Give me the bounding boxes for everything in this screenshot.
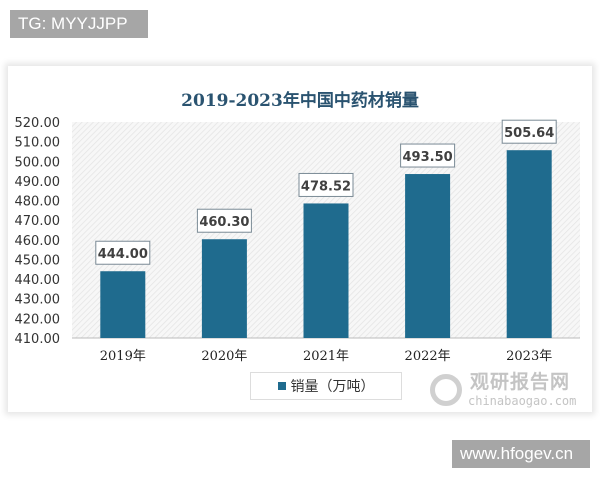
value-label-box bbox=[95, 240, 151, 265]
legend: 销量（万吨） bbox=[250, 372, 402, 400]
y-tick-label: 410.00 bbox=[15, 332, 61, 347]
bar bbox=[201, 239, 247, 338]
legend-label: 销量（万吨） bbox=[290, 379, 375, 395]
x-tick-label: 2019年 bbox=[100, 349, 146, 364]
y-tick-label: 440.00 bbox=[15, 273, 61, 288]
x-tick-label: 2022年 bbox=[405, 349, 451, 364]
top-tag-label: TG: MYYJJPP bbox=[10, 10, 148, 38]
x-tick-label: 2023年 bbox=[506, 349, 552, 364]
y-tick-label: 520.00 bbox=[15, 116, 61, 131]
y-tick-label: 470.00 bbox=[15, 214, 61, 229]
value-label: 478.52 bbox=[301, 179, 351, 194]
watermark-logo-icon bbox=[430, 374, 462, 406]
y-tick-label: 450.00 bbox=[15, 253, 61, 268]
value-label: 505.64 bbox=[504, 126, 554, 141]
watermark-cn: 观研报告网 bbox=[470, 371, 571, 393]
y-tick-label: 500.00 bbox=[15, 155, 61, 170]
legend-swatch bbox=[277, 382, 286, 390]
value-label: 460.30 bbox=[199, 215, 249, 230]
value-label-box bbox=[501, 119, 557, 144]
x-tick-label: 2021年 bbox=[303, 349, 349, 364]
bar bbox=[506, 150, 552, 338]
y-tick-label: 460.00 bbox=[15, 234, 61, 249]
value-label: 444.00 bbox=[98, 247, 148, 262]
bar bbox=[100, 271, 146, 338]
y-tick-label: 480.00 bbox=[15, 195, 61, 210]
y-tick-label: 510.00 bbox=[15, 136, 61, 151]
watermark-en: chinabaogao.com bbox=[468, 394, 577, 408]
y-tick-label: 420.00 bbox=[15, 312, 61, 327]
chart-title: 2019-2023年中国中药材销量 bbox=[181, 91, 419, 111]
value-label-box bbox=[298, 172, 354, 197]
bottom-tag-label: www.hfogev.cn bbox=[452, 440, 590, 468]
bar bbox=[303, 203, 349, 338]
value-label: 493.50 bbox=[403, 150, 453, 165]
x-tick-label: 2020年 bbox=[201, 349, 247, 364]
bar bbox=[405, 174, 451, 338]
y-tick-label: 430.00 bbox=[15, 293, 61, 308]
value-label-box bbox=[400, 143, 456, 168]
y-tick-label: 490.00 bbox=[15, 175, 61, 190]
value-label-box bbox=[196, 208, 252, 233]
